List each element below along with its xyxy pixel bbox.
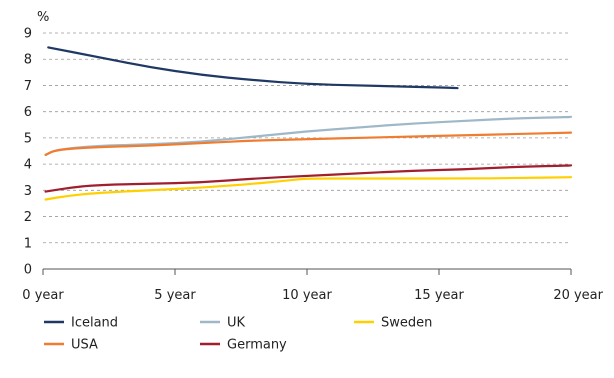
legend-label-sweden: Sweden	[381, 316, 432, 331]
y-tick-label: 3	[24, 184, 32, 199]
series-line-iceland	[47, 46, 459, 90]
grid	[43, 32, 571, 244]
legend-label-iceland: Iceland	[71, 316, 118, 331]
y-tick-label: 8	[24, 53, 32, 68]
y-tick-label: 0	[24, 263, 32, 278]
y-tick-label: 1	[24, 236, 32, 251]
series-line-uk	[44, 115, 573, 156]
series-line-germany	[44, 164, 573, 193]
legend-label-uk: UK	[227, 316, 246, 331]
y-tick-labels: 0 1 2 3 4 5 6 7 8 9	[24, 27, 32, 278]
legend-label-usa: USA	[71, 338, 98, 353]
x-tick-label: 0 year	[22, 288, 64, 303]
series-lines	[44, 46, 573, 201]
x-tick-label: 15 year	[414, 288, 464, 303]
legend-label-germany: Germany	[227, 338, 287, 353]
series-line-sweden	[44, 176, 573, 201]
x-tick-label: 20 year	[553, 288, 603, 303]
legend: Iceland UK Sweden USA Germany	[44, 316, 432, 353]
y-tick-label: 7	[24, 79, 32, 94]
y-axis-unit-label: %	[37, 10, 49, 25]
x-tick-labels: 0 year 5 year 10 year 15 year 20 year	[22, 288, 603, 303]
x-tick-label: 10 year	[282, 288, 332, 303]
y-tick-label: 6	[24, 105, 32, 120]
y-tick-label: 4	[24, 158, 32, 173]
y-tick-label: 2	[24, 210, 32, 225]
axes	[42, 268, 572, 275]
y-tick-label: 5	[24, 131, 32, 146]
x-tick-label: 5 year	[154, 288, 196, 303]
y-tick-label: 9	[24, 27, 32, 42]
series-line-usa	[44, 131, 573, 156]
